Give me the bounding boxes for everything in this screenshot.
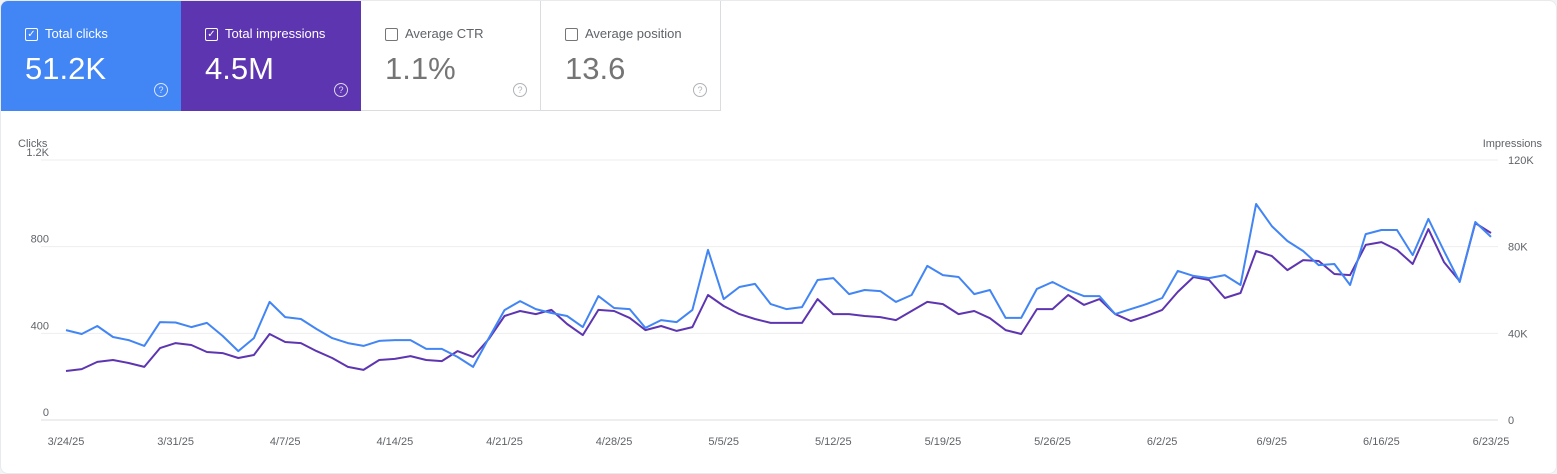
- card-total-impressions[interactable]: ✓ Total impressions 4.5M ?: [181, 1, 361, 111]
- x-tick-label: 4/7/25: [270, 436, 301, 448]
- checkbox-unchecked-icon[interactable]: [385, 28, 398, 41]
- x-tick-label: 6/16/25: [1363, 436, 1400, 448]
- left-tick-label: 800: [31, 234, 49, 246]
- x-tick-label: 6/23/25: [1473, 436, 1510, 448]
- help-icon[interactable]: ?: [513, 83, 527, 97]
- metric-cards: ✓ Total clicks 51.2K ? ✓ Total impressio…: [1, 1, 721, 111]
- checkbox-unchecked-icon[interactable]: [565, 28, 578, 41]
- card-total-clicks[interactable]: ✓ Total clicks 51.2K ?: [1, 1, 181, 111]
- x-tick-label: 3/24/25: [48, 436, 85, 448]
- left-tick-label: 1.2K: [26, 147, 49, 159]
- x-tick-label: 3/31/25: [157, 436, 194, 448]
- x-tick-label: 5/19/25: [925, 436, 962, 448]
- help-icon[interactable]: ?: [693, 83, 707, 97]
- card-value: 1.1%: [385, 51, 456, 86]
- x-tick-label: 6/2/25: [1147, 436, 1178, 448]
- right-tick-label: 120K: [1508, 155, 1534, 167]
- card-label: Total clicks: [45, 26, 108, 41]
- right-axis-title: Impressions: [1483, 138, 1543, 150]
- card-value: 13.6: [565, 51, 626, 86]
- x-tick-label: 4/14/25: [376, 436, 413, 448]
- help-icon[interactable]: ?: [154, 83, 168, 97]
- card-average-position[interactable]: Average position 13.6 ?: [541, 1, 721, 111]
- series-line-clicks: [65, 203, 1492, 368]
- right-tick-label: 0: [1508, 415, 1514, 427]
- card-value: 4.5M: [205, 51, 274, 86]
- x-tick-label: 6/9/25: [1256, 436, 1287, 448]
- series-line-impressions: [65, 222, 1492, 372]
- card-label: Average position: [585, 26, 682, 41]
- help-icon[interactable]: ?: [334, 83, 348, 97]
- checkbox-checked-icon[interactable]: ✓: [25, 28, 38, 41]
- right-tick-label: 40K: [1508, 328, 1528, 340]
- card-value: 51.2K: [25, 51, 107, 86]
- right-tick-label: 80K: [1508, 242, 1528, 254]
- left-axis-title: Clicks: [18, 138, 48, 150]
- card-label: Total impressions: [225, 26, 326, 41]
- x-tick-label: 5/12/25: [815, 436, 852, 448]
- x-tick-label: 5/5/25: [708, 436, 739, 448]
- card-label: Average CTR: [405, 26, 484, 41]
- x-tick-label: 5/26/25: [1034, 436, 1071, 448]
- checkbox-checked-icon[interactable]: ✓: [205, 28, 218, 41]
- left-tick-label: 400: [31, 320, 49, 332]
- x-tick-label: 4/28/25: [596, 436, 633, 448]
- left-tick-label: 0: [43, 407, 49, 419]
- x-tick-label: 4/21/25: [486, 436, 523, 448]
- card-average-ctr[interactable]: Average CTR 1.1% ?: [361, 1, 541, 111]
